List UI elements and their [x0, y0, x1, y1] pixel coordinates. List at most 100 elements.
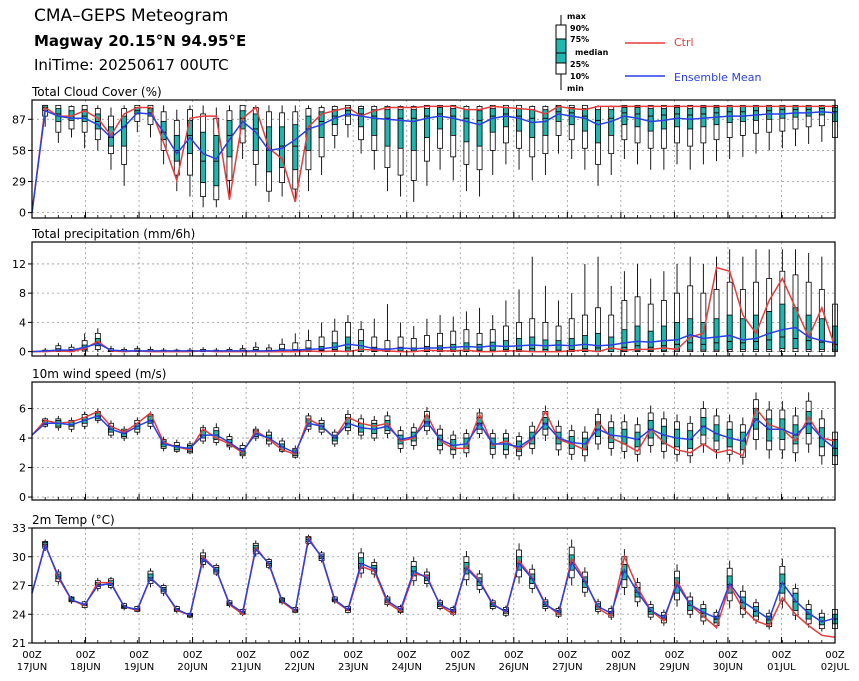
- chart-title: CMA–GEPS Meteogram: [34, 6, 229, 26]
- panel-title: Total Cloud Cover (%): [31, 85, 162, 99]
- x-tick-label-time: 00Z: [397, 650, 417, 661]
- box-iqr: [660, 325, 667, 352]
- box-iqr: [818, 106, 825, 116]
- box-iqr: [634, 107, 641, 128]
- x-tick-label-date: 17JUN: [17, 662, 47, 673]
- y-tick-label: 0: [19, 491, 26, 504]
- panel-frame: [31, 99, 836, 219]
- box-iqr: [516, 108, 522, 132]
- x-tick-label-time: 00Z: [558, 650, 578, 661]
- box-iqr: [792, 106, 799, 118]
- box-iqr: [160, 121, 167, 141]
- box-iqr: [713, 107, 720, 126]
- legend-p75: 75%: [570, 35, 589, 44]
- location-label: Magway 20.15°N 94.95°E: [34, 32, 247, 50]
- x-tick-label-time: 00Z: [450, 650, 470, 661]
- box-outer: [818, 104, 825, 127]
- y-tick-label: 27: [12, 580, 26, 593]
- y-tick-label: 21: [12, 637, 26, 650]
- box-iqr: [437, 107, 443, 130]
- box-iqr: [660, 108, 667, 130]
- box-iqr: [674, 107, 680, 128]
- box-iqr: [700, 321, 707, 351]
- x-tick-label-time: 00Z: [504, 650, 524, 661]
- legend-ctrl-label: Ctrl: [674, 36, 694, 49]
- box-outer: [634, 296, 641, 353]
- legend-max: max: [567, 12, 587, 21]
- box-iqr: [450, 108, 457, 136]
- y-tick-label: 29: [12, 176, 26, 189]
- box-iqr: [779, 303, 786, 350]
- x-tick-label-time: 00Z: [236, 650, 256, 661]
- mean-series-line: [31, 326, 836, 353]
- x-tick-label-date: 19JUN: [124, 662, 154, 673]
- panel-frame: [31, 241, 836, 357]
- box-iqr: [292, 124, 299, 171]
- panel-frame: [31, 381, 836, 501]
- box-iqr: [647, 330, 654, 352]
- x-tick-label-time: 00Z: [22, 650, 42, 661]
- legend-outer-box: [555, 24, 567, 40]
- box-iqr: [713, 318, 720, 351]
- box-iqr: [634, 325, 641, 352]
- mean-series-line: [31, 537, 836, 623]
- legend: max 90% 75% median 25% 10% min Ctrl Ense…: [555, 12, 761, 93]
- box-iqr: [766, 311, 773, 350]
- panel-frame: [31, 527, 836, 644]
- box-iqr: [424, 346, 430, 353]
- y-tick-label: 4: [19, 432, 26, 445]
- box-iqr: [371, 109, 378, 136]
- box-iqr: [489, 108, 496, 133]
- box-iqr: [213, 134, 220, 187]
- panel-1: Total Cloud Cover (%) 0 29 58 87: [12, 85, 838, 220]
- x-tick-label-time: 00Z: [825, 650, 845, 661]
- y-tick-label: 87: [12, 113, 26, 126]
- x-tick-label-time: 00Z: [665, 650, 685, 661]
- box-iqr: [779, 106, 786, 119]
- y-tick-label: 30: [12, 551, 26, 564]
- ctrl-series-line: [31, 406, 836, 457]
- y-tick-label: 12: [12, 258, 26, 271]
- box-iqr: [739, 318, 746, 350]
- box-iqr: [595, 332, 601, 353]
- legend-p25: 25%: [570, 60, 589, 69]
- box-iqr: [358, 108, 364, 128]
- y-tick-label: 58: [12, 144, 26, 157]
- panel-3: 10m wind speed (m/s) 0 2 4 6: [19, 367, 838, 504]
- y-tick-label: 6: [19, 403, 26, 416]
- legend-lower-box: [555, 62, 567, 75]
- box-iqr: [674, 321, 680, 351]
- legend-p10: 10%: [570, 72, 589, 81]
- box-iqr: [542, 109, 549, 136]
- legend-median: median: [575, 48, 609, 57]
- box-iqr: [647, 108, 654, 132]
- box-iqr: [305, 115, 312, 151]
- box-iqr: [384, 109, 391, 147]
- box-iqr: [173, 134, 180, 162]
- box-outer: [621, 300, 628, 353]
- ctrl-series-line: [31, 105, 835, 213]
- x-tick-label-date: 27JUN: [552, 662, 582, 673]
- box-iqr: [753, 106, 759, 121]
- legend-iqr-box: [555, 38, 567, 64]
- box-iqr: [503, 107, 509, 128]
- y-tick-label: 4: [19, 316, 26, 329]
- mean-series-line: [31, 415, 836, 454]
- box-iqr: [818, 318, 825, 350]
- legend-mean-label: Ensemble Mean: [674, 71, 761, 84]
- x-tick-label-time: 00Z: [718, 650, 738, 661]
- legend-min: min: [567, 84, 584, 93]
- box-iqr: [397, 109, 404, 149]
- x-tick-label-date: 29JUN: [659, 662, 689, 673]
- box-iqr: [726, 106, 733, 123]
- x-tick-label-time: 00Z: [76, 650, 96, 661]
- box-iqr: [410, 109, 417, 151]
- x-tick-label-date: 01JUL: [767, 662, 796, 673]
- box-iqr: [463, 109, 470, 143]
- box-iqr: [766, 106, 773, 120]
- panel-title: Total precipitation (mm/6h): [31, 227, 195, 241]
- box-iqr: [739, 106, 746, 122]
- x-tick-label-date: 02JUL: [821, 662, 850, 673]
- x-tick-label-time: 00Z: [343, 650, 363, 661]
